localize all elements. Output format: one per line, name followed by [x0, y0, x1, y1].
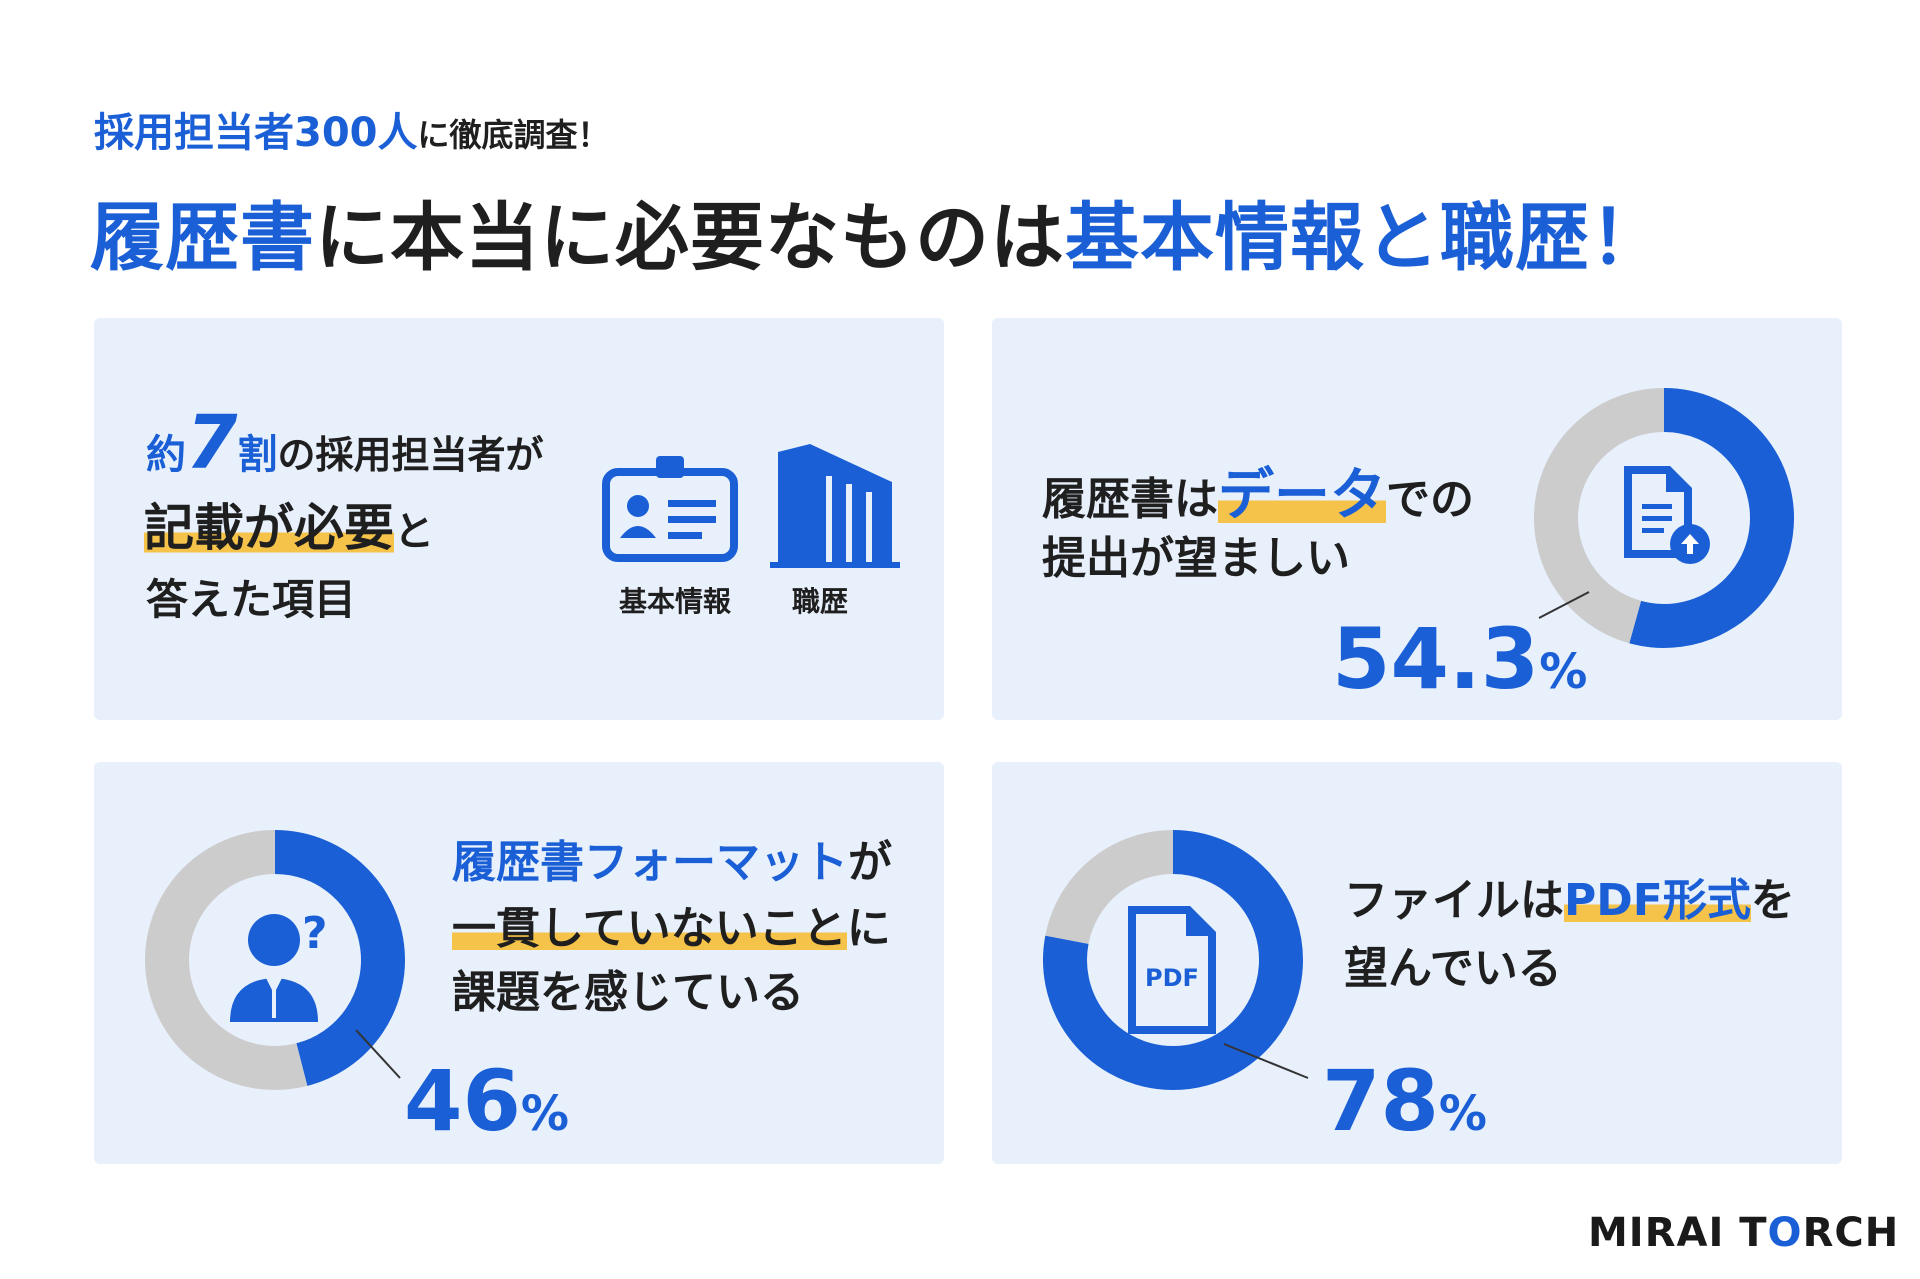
card1-line3: 答えた項目: [146, 575, 357, 624]
card2-percent-unit: %: [1539, 644, 1588, 700]
card-pdf-format: PDF ファイルはPDF形式を 望んでいる 78%: [992, 762, 1842, 1164]
card1-highlight: 記載が必要: [144, 499, 394, 557]
donut-slice-rest: [1045, 830, 1174, 945]
building-icon: [770, 442, 900, 572]
card-data-submission: 履歴書はデータでの 提出が望ましい 54.3%: [992, 318, 1842, 720]
card4-line1-b: を: [1750, 875, 1795, 926]
card1-line2: 記載が必要と: [144, 488, 434, 560]
donut-chart-1: [1534, 388, 1794, 648]
donut-slice-value: [1043, 830, 1303, 1090]
card3-line1-a: 履歴書フォーマット: [452, 837, 848, 888]
card2-line1: 履歴書はデータでの: [1042, 450, 1474, 531]
donut-slice-rest: [145, 830, 308, 1090]
donut-chart-3: PDF: [1043, 830, 1309, 1090]
card4-percent-value: 78: [1322, 1052, 1439, 1150]
seven-number: 7: [186, 400, 238, 486]
card2-highlight: データ: [1218, 463, 1386, 528]
card1-line1-rest: の採用担当者が: [277, 433, 544, 477]
percent-78: 78%: [1322, 1052, 1487, 1150]
confused-person-icon: ?: [230, 908, 328, 1022]
approx-label: 約: [146, 432, 186, 478]
card2-line1-b: での: [1386, 474, 1474, 525]
donut-slice-value: [1629, 388, 1794, 648]
card4-line1: ファイルはPDF形式を: [1344, 864, 1795, 928]
donut-chart-2: ?: [145, 830, 405, 1090]
document-upload-icon: [1624, 466, 1710, 564]
leader-line: [355, 1029, 401, 1079]
logo-part3: RCH: [1802, 1210, 1900, 1256]
subtitle-rest: に徹底調査！: [417, 116, 610, 154]
card4-highlight: PDF形式: [1564, 875, 1751, 926]
title-part4: ！: [1590, 195, 1665, 281]
title-part1: 履歴書: [90, 195, 315, 281]
wari-label: 割: [237, 432, 278, 478]
card-format-inconsistency: ? 履歴書フォーマットが 一貫していないことに 課題を感じている 46%: [94, 762, 944, 1164]
svg-text:?: ?: [302, 908, 328, 959]
survey-subtitle: 採用担当者300人に徹底調査！: [94, 100, 610, 158]
card4-line1-a: ファイルは: [1344, 875, 1564, 926]
card3-percent-unit: %: [520, 1086, 569, 1142]
leader-line: [1538, 591, 1590, 619]
card-required-items: 約7割の採用担当者が 記載が必要と 答えた項目 基本情報 職歴: [94, 318, 944, 720]
card1-line2-rest: と: [394, 509, 434, 555]
subtitle-highlight: 採用担当者300人: [94, 110, 418, 156]
percent-54: 54.3%: [1332, 610, 1587, 708]
card3-line2-b: に: [846, 903, 891, 954]
card1-line1: 約7割の採用担当者が: [146, 400, 544, 486]
pdf-file-icon: PDF: [1128, 906, 1216, 1034]
card2-percent-value: 54.3: [1332, 610, 1540, 708]
card3-line3: 課題を感じている: [452, 967, 804, 1018]
card3-line2: 一貫していないことに: [452, 892, 891, 956]
logo-part1: MIRAI T: [1588, 1210, 1768, 1256]
card4-percent-unit: %: [1438, 1086, 1487, 1142]
donut-slice-rest: [1534, 388, 1665, 644]
pdf-text: PDF: [1145, 964, 1199, 992]
page-title: 履歴書に本当に必要なものは基本情報と職歴！: [90, 178, 1665, 285]
card3-line1-b: が: [848, 837, 892, 888]
mirai-torch-logo: MIRAI TORCH: [1588, 1210, 1899, 1256]
leader-line: [1223, 1043, 1309, 1079]
card3-highlight: 一貫していないこと: [452, 903, 847, 954]
card2-line2: 提出が望ましい: [1042, 533, 1350, 584]
card4-line2: 望んでいる: [1344, 943, 1562, 994]
title-part2: に本当に必要なものは: [315, 195, 1065, 281]
donut-slice-value: [274, 830, 405, 1086]
card3-percent-value: 46: [404, 1052, 521, 1150]
logo-torch-o: O: [1767, 1210, 1803, 1256]
icon2-label: 職歴: [791, 585, 848, 618]
icon1-label: 基本情報: [618, 585, 731, 618]
id-card-icon: [600, 454, 740, 568]
card2-line1-a: 履歴書は: [1042, 474, 1218, 525]
percent-46: 46%: [404, 1052, 569, 1150]
card3-line1: 履歴書フォーマットが: [452, 826, 892, 890]
title-part3: 基本情報と職歴: [1065, 195, 1590, 281]
